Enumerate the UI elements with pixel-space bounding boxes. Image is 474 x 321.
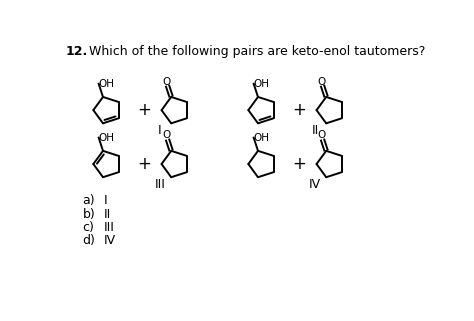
Text: O: O bbox=[162, 130, 170, 141]
Text: III: III bbox=[104, 221, 115, 234]
Text: OH: OH bbox=[254, 79, 270, 89]
Text: O: O bbox=[317, 130, 325, 141]
Text: I: I bbox=[158, 124, 162, 137]
Text: OH: OH bbox=[254, 133, 270, 143]
Text: Which of the following pairs are keto-enol tautomers?: Which of the following pairs are keto-en… bbox=[81, 46, 425, 58]
Text: +: + bbox=[292, 101, 306, 119]
Text: O: O bbox=[162, 77, 170, 87]
Text: IV: IV bbox=[309, 178, 321, 191]
Text: a): a) bbox=[82, 195, 95, 207]
Text: OH: OH bbox=[99, 133, 115, 143]
Text: I: I bbox=[104, 195, 108, 207]
Text: 12.: 12. bbox=[65, 46, 88, 58]
Text: c): c) bbox=[82, 221, 94, 234]
Text: +: + bbox=[292, 155, 306, 173]
Text: II: II bbox=[311, 124, 319, 137]
Text: +: + bbox=[137, 155, 151, 173]
Text: III: III bbox=[155, 178, 165, 191]
Text: +: + bbox=[137, 101, 151, 119]
Text: IV: IV bbox=[104, 234, 116, 247]
Text: d): d) bbox=[82, 234, 95, 247]
Text: II: II bbox=[104, 208, 111, 221]
Text: b): b) bbox=[82, 208, 95, 221]
Text: O: O bbox=[317, 77, 325, 87]
Text: OH: OH bbox=[99, 79, 115, 89]
